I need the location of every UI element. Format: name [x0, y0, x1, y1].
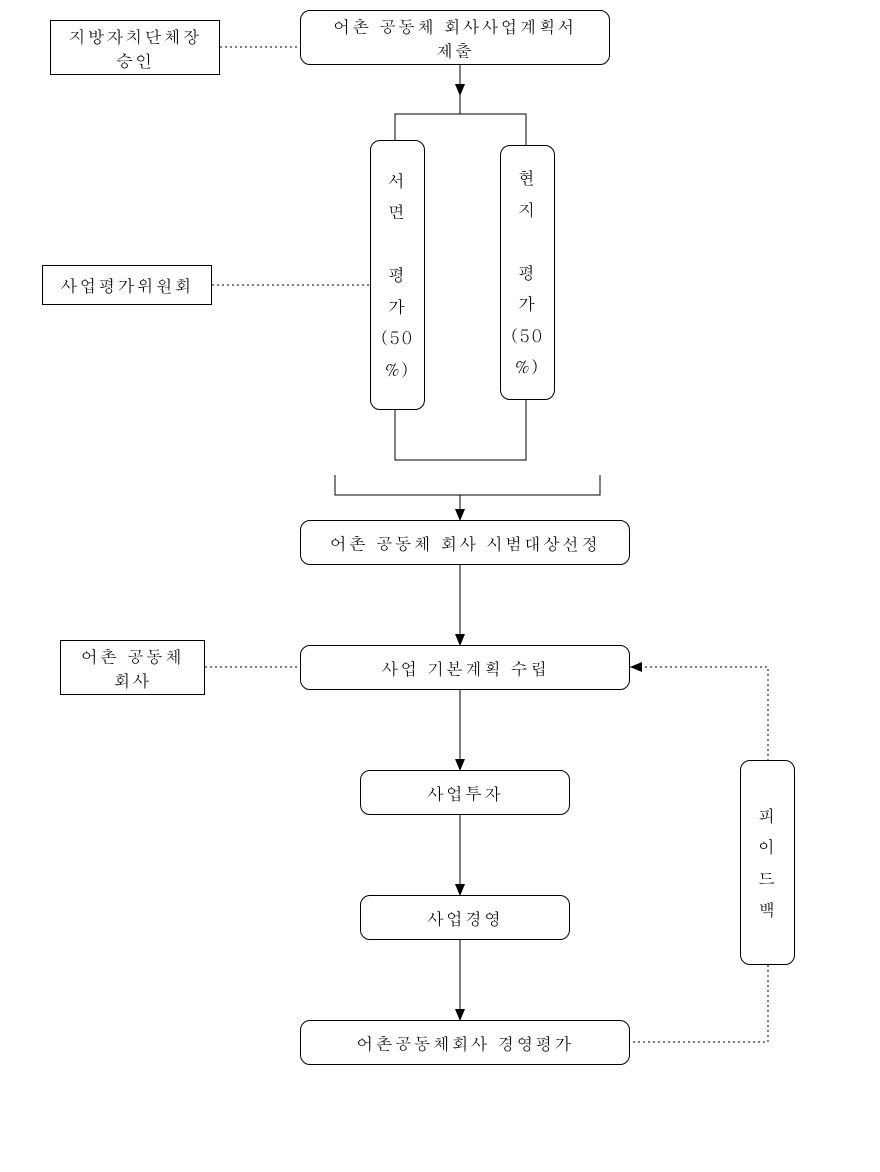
node-eval_right: 현 지 평 가 (50 %) — [500, 145, 555, 400]
node-feedback: 피 이 드 백 — [740, 760, 795, 965]
node-plan: 사업 기본계획 수립 — [300, 645, 630, 690]
node-invest: 사업투자 — [360, 770, 570, 815]
node-label-evaluate: 어촌공동체회사 경영평가 — [357, 1031, 574, 1055]
node-label-side3: 어촌 공동체 회사 — [81, 644, 184, 692]
node-label-manage: 사업경영 — [427, 906, 503, 930]
node-eval_left: 서 면 평 가 (50 %) — [370, 140, 425, 410]
node-side1: 지방자치단체장 승인 — [50, 20, 220, 75]
connector-layer — [0, 0, 880, 1172]
node-select: 어촌 공동체 회사 시범대상선정 — [300, 520, 630, 565]
node-manage: 사업경영 — [360, 895, 570, 940]
node-label-eval_right: 현 지 평 가 (50 %) — [511, 162, 544, 382]
node-label-feedback: 피 이 드 백 — [758, 800, 777, 926]
node-label-eval_left: 서 면 평 가 (50 %) — [381, 165, 414, 385]
node-label-select: 어촌 공동체 회사 시범대상선정 — [330, 531, 600, 555]
node-evaluate: 어촌공동체회사 경영평가 — [300, 1020, 630, 1065]
node-top: 어촌 공동체 회사사업계획서 제출 — [300, 10, 610, 65]
node-label-plan: 사업 기본계획 수립 — [381, 656, 548, 680]
node-label-side2: 사업평가위원회 — [61, 273, 194, 297]
node-side3: 어촌 공동체 회사 — [60, 640, 205, 695]
node-label-top: 어촌 공동체 회사사업계획서 제출 — [333, 14, 576, 62]
node-label-invest: 사업투자 — [427, 781, 503, 805]
node-label-side1: 지방자치단체장 승인 — [69, 24, 202, 72]
node-side2: 사업평가위원회 — [42, 265, 212, 305]
